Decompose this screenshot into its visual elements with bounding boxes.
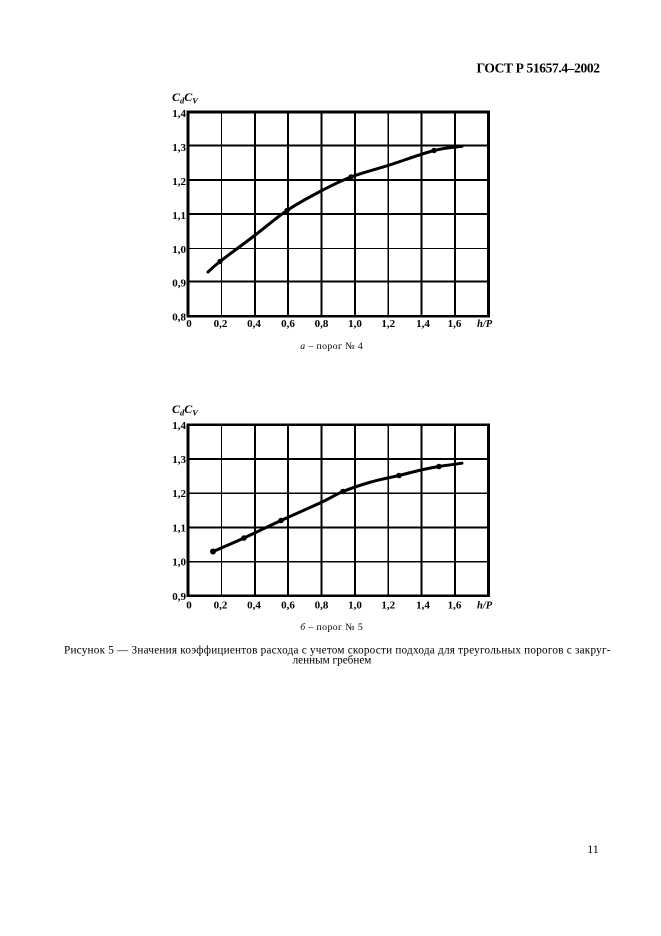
svg-text:1,0: 1,0 (348, 318, 362, 330)
svg-text:1,6: 1,6 (448, 600, 462, 612)
svg-text:1,4: 1,4 (172, 420, 186, 432)
svg-text:1,1: 1,1 (172, 522, 186, 534)
svg-text:ГОСТ Р 51657.4–2002: ГОСТ Р 51657.4–2002 (477, 61, 601, 76)
svg-text:0,2: 0,2 (214, 318, 228, 330)
svg-text:1,0: 1,0 (172, 244, 186, 256)
svg-text:CdCV: CdCV (172, 90, 199, 106)
svg-text:0,9: 0,9 (172, 591, 186, 603)
svg-text:0,8: 0,8 (315, 600, 329, 612)
svg-text:0,6: 0,6 (281, 600, 295, 612)
svg-text:h/P: h/P (477, 601, 493, 612)
svg-text:1,3: 1,3 (172, 142, 186, 154)
svg-text:а – порог № 4: а – порог № 4 (300, 341, 363, 352)
svg-text:1,4: 1,4 (416, 600, 430, 612)
svg-text:ленным гребнем: ленным гребнем (293, 655, 372, 667)
svg-text:1,1: 1,1 (172, 210, 186, 222)
svg-text:1,4: 1,4 (172, 108, 186, 120)
svg-text:0,8: 0,8 (172, 312, 186, 324)
svg-text:1,0: 1,0 (348, 600, 362, 612)
svg-text:1,2: 1,2 (381, 600, 395, 612)
svg-text:0,2: 0,2 (214, 600, 228, 612)
svg-text:1,6: 1,6 (448, 318, 462, 330)
svg-text:1,0: 1,0 (172, 557, 186, 569)
svg-text:CdCV: CdCV (172, 402, 199, 418)
svg-text:0,4: 0,4 (247, 600, 261, 612)
svg-text:б – порог № 5: б – порог № 5 (300, 622, 363, 633)
svg-text:0,6: 0,6 (281, 318, 295, 330)
svg-text:0,8: 0,8 (315, 318, 329, 330)
svg-text:h/P: h/P (477, 319, 493, 330)
svg-text:1,3: 1,3 (172, 454, 186, 466)
svg-text:Рисунок 5 — Значения коэффицие: Рисунок 5 — Значения коэффициентов расхо… (64, 644, 611, 656)
svg-text:0: 0 (186, 318, 192, 330)
svg-text:1,4: 1,4 (416, 318, 430, 330)
svg-text:0: 0 (186, 600, 192, 612)
svg-text:1,2: 1,2 (172, 488, 186, 500)
svg-text:1,2: 1,2 (172, 176, 186, 188)
svg-text:1,2: 1,2 (381, 318, 395, 330)
svg-text:0,9: 0,9 (172, 278, 186, 290)
svg-text:0,4: 0,4 (247, 318, 261, 330)
svg-text:11: 11 (587, 842, 599, 856)
